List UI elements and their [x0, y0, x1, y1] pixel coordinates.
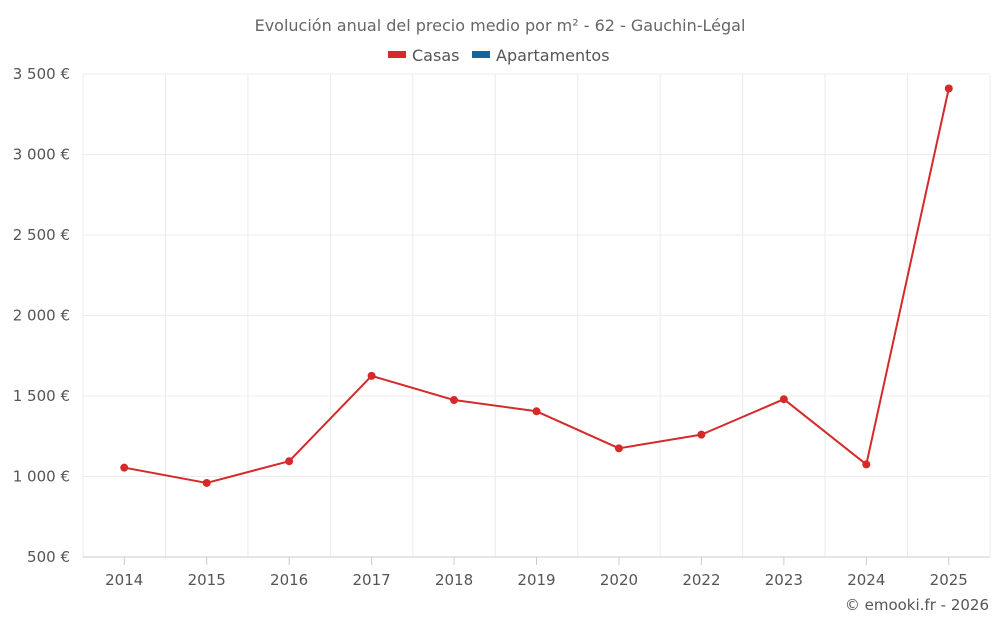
data-point-casas-2020[interactable] [614, 444, 623, 453]
data-point-casas-2014[interactable] [120, 463, 129, 472]
grid [82, 73, 991, 557]
chart-title: Evolución anual del precio medio por m² … [255, 16, 746, 35]
legend-swatch-apartamentos [472, 51, 490, 58]
y-tick-label: 2 500 € [13, 226, 70, 244]
x-tick-label: 2014 [105, 571, 143, 589]
y-tick-label: 500 € [27, 548, 70, 566]
data-point-casas-2018[interactable] [450, 396, 459, 405]
legend-swatch-casas [388, 51, 406, 58]
data-point-casas-2016[interactable] [285, 457, 294, 466]
x-tick-label: 2019 [517, 571, 555, 589]
data-point-casas-2024[interactable] [862, 460, 871, 469]
data-point-casas-2019[interactable] [532, 407, 541, 416]
y-tick-label: 3 500 € [13, 65, 70, 83]
y-tick-label: 3 000 € [13, 146, 70, 164]
data-point-casas-2025[interactable] [944, 84, 953, 93]
y-tick-label: 2 000 € [13, 307, 70, 325]
series-casas [120, 84, 953, 487]
x-tick-label: 2025 [930, 571, 968, 589]
x-tick-label: 2023 [765, 571, 803, 589]
x-tick-label: 2024 [847, 571, 885, 589]
x-tick-label: 2022 [682, 571, 720, 589]
data-point-casas-2022[interactable] [697, 430, 706, 439]
legend-item-casas[interactable]: Casas [388, 46, 459, 65]
x-axis: 2014 2015 2016 2017 2018 2019 2020 2022 2023 2024… [83, 556, 990, 589]
y-tick-label: 1 000 € [13, 468, 70, 486]
x-tick-label: 2016 [270, 571, 308, 589]
legend-item-apartamentos[interactable]: Apartamentos [472, 46, 610, 65]
legend: Casas Apartamentos [388, 46, 610, 65]
y-tick-label: 1 500 € [13, 387, 70, 405]
x-tick-label: 2020 [600, 571, 638, 589]
y-axis: 500 € 1 000 € 1 500 € 2 000 € 2 500 € 3 000 €… [13, 65, 70, 566]
x-tick-label: 2015 [188, 571, 226, 589]
data-point-casas-2017[interactable] [367, 371, 376, 380]
legend-label-apartamentos: Apartamentos [496, 46, 610, 65]
x-tick-label: 2017 [352, 571, 390, 589]
x-tick-label: 2018 [435, 571, 473, 589]
data-point-casas-2015[interactable] [202, 478, 211, 487]
legend-label-casas: Casas [412, 46, 459, 65]
data-point-casas-2023[interactable] [779, 395, 788, 404]
credit-text: © emooki.fr - 2026 [845, 596, 989, 614]
